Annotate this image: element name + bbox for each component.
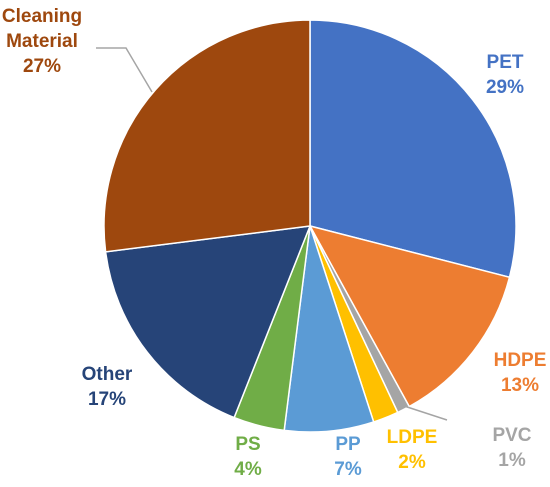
slice-name-label: PP bbox=[335, 434, 361, 455]
slice-percent-label: 17% bbox=[88, 389, 126, 410]
pie-slice-hdpe bbox=[308, 224, 511, 408]
slice-name-label: Other bbox=[82, 364, 133, 385]
slice-name-label: Material bbox=[6, 31, 78, 52]
slice-percent-label: 2% bbox=[398, 452, 426, 473]
pie-slices bbox=[103, 19, 517, 433]
leader-line-cleaning-material bbox=[96, 47, 153, 93]
slice-label-ps: PS 4% bbox=[234, 434, 262, 480]
slice-percent-label: 27% bbox=[23, 56, 61, 77]
slice-name-label: PS bbox=[235, 434, 260, 455]
pie-slice-pet bbox=[309, 19, 517, 279]
slice-label-ldpe: LDPE 2% bbox=[387, 427, 438, 473]
slice-percent-label: 13% bbox=[501, 375, 539, 396]
leader-lines bbox=[96, 47, 448, 421]
slice-percent-label: 7% bbox=[334, 459, 362, 480]
slice-percent-label: 29% bbox=[486, 77, 524, 98]
slice-name-label: LDPE bbox=[387, 427, 438, 448]
slice-name-label: PVC bbox=[492, 425, 531, 446]
slice-label-pvc: PVC 1% bbox=[492, 425, 531, 471]
slice-percent-label: 1% bbox=[498, 450, 526, 471]
slice-name-label: PET bbox=[487, 52, 524, 73]
leader-line-pvc bbox=[397, 403, 448, 421]
slice-label-cleaning-material: Cleaning Material 27% bbox=[2, 6, 82, 77]
pie-slice-other bbox=[104, 225, 312, 419]
slice-label-pp: PP 7% bbox=[334, 434, 362, 480]
slice-percent-label: 4% bbox=[234, 459, 262, 480]
slice-label-other: Other 17% bbox=[82, 364, 133, 410]
pie-slice-cleaning-material bbox=[103, 19, 311, 253]
slice-name-label: Cleaning bbox=[2, 6, 82, 27]
slice-label-hdpe: HDPE 13% bbox=[494, 350, 547, 396]
slice-labels: PET 29% HDPE 13% PVC 1% LDPE 2% PP 7% PS 4% Other 17%… bbox=[2, 6, 547, 480]
slice-label-pet: PET 29% bbox=[486, 52, 524, 98]
slice-name-label: HDPE bbox=[494, 350, 547, 371]
